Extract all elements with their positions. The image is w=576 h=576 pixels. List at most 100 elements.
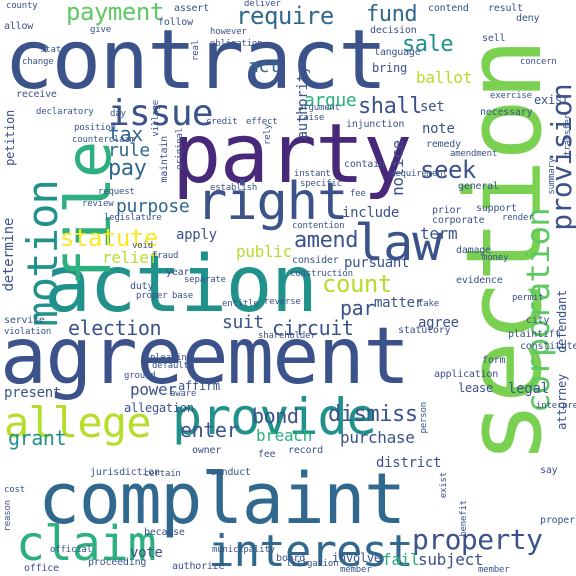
word-language: language <box>374 47 421 58</box>
word-aware: however <box>210 27 247 37</box>
word-district: district <box>376 455 442 471</box>
word-rule: rule <box>108 140 150 161</box>
word-tax: tax <box>108 122 143 146</box>
word-petition: petition <box>3 110 17 166</box>
word-legal: legal <box>508 381 549 397</box>
word-maintain: give <box>90 25 111 35</box>
word-fail: fail <box>382 550 420 569</box>
word-village: state <box>40 45 67 55</box>
word-instant: contention <box>292 221 345 231</box>
word-request: counterclaim <box>72 135 135 145</box>
word-general: summary <box>547 158 557 195</box>
word-notice: notice <box>388 140 407 196</box>
word-purpose: purpose <box>116 196 190 217</box>
word-interpretation: litigation <box>286 559 339 569</box>
word-record: record <box>288 445 323 456</box>
word-enter: enter <box>180 418 239 442</box>
word-fee: fee <box>258 449 276 460</box>
word-grant: grant <box>8 426 67 450</box>
word-exist: exist <box>534 93 569 107</box>
word-present: present <box>4 385 62 401</box>
word-set: set <box>420 99 445 115</box>
word-concern: permit <box>512 293 544 303</box>
word-circuit: circuit <box>272 316 354 340</box>
word-support: support <box>476 203 517 214</box>
word-specific: void <box>132 241 153 251</box>
word-effect: instant <box>294 169 331 179</box>
word-note: note <box>422 121 455 137</box>
word-counterclaim: real <box>191 40 201 61</box>
word-deliver: effect <box>246 117 278 127</box>
word-action: action <box>44 240 318 330</box>
word-bond: bond <box>252 404 299 428</box>
word-dismiss: dismiss <box>328 402 418 427</box>
word-provide: provide <box>172 388 377 446</box>
word-breach: breach <box>256 426 312 445</box>
word-determine: determine <box>1 218 17 292</box>
word-contend: contend <box>428 3 469 14</box>
word-public: public <box>236 242 292 261</box>
word-permit: properly <box>540 515 576 526</box>
word-subject: subject <box>418 550 484 569</box>
word-purchase: purchase <box>340 428 415 447</box>
word-void: entitle <box>222 299 259 309</box>
word-suit: suit <box>222 312 264 333</box>
word-claim: claim <box>16 516 157 572</box>
word-however: credit <box>206 117 238 127</box>
word-decision: decision <box>370 25 417 36</box>
word-require: require <box>236 2 334 30</box>
word-summary: necessary <box>480 107 533 118</box>
word-defendant: benefit <box>459 500 469 537</box>
word-corporate: corporate <box>432 215 485 226</box>
word-because: because <box>144 527 185 538</box>
word-jurisdiction: jurisdiction <box>90 467 160 478</box>
word-reverse: request <box>98 187 135 197</box>
word-obligation: rely <box>263 124 273 145</box>
word-agree: agree <box>418 315 459 331</box>
word-establish: maintain <box>159 136 170 183</box>
word-give: raise <box>298 113 325 123</box>
word-person: default <box>152 361 189 371</box>
word-deny: deny <box>516 13 540 24</box>
word-official: official <box>50 545 92 555</box>
word-consider: consider <box>292 255 339 266</box>
word-amend: amend <box>294 228 359 253</box>
word-land: declaratory <box>36 107 94 117</box>
word-application: transfer <box>563 114 573 156</box>
word-office: office <box>24 563 59 574</box>
word-plaintiff: exist <box>439 472 449 499</box>
word-sell: sell <box>482 33 506 44</box>
word-litigation: violation <box>4 327 52 337</box>
word-separate: base <box>172 291 193 301</box>
word-apply: apply <box>176 227 217 243</box>
word-base: review <box>82 199 114 209</box>
word-seek: seek <box>420 156 476 184</box>
word-proceeding: proceeding <box>88 557 147 568</box>
word-interest: interest <box>208 526 414 576</box>
word-contain: contain <box>344 159 385 170</box>
word-raise: render <box>502 213 534 223</box>
word-city: city <box>526 315 550 326</box>
word-ground: obligation <box>210 39 263 49</box>
word-change: concern <box>520 57 557 67</box>
word-motion: motion <box>18 180 67 327</box>
word-remedy: remedy <box>426 139 461 150</box>
word-exercise: money <box>482 253 509 263</box>
word-fraud: reverse <box>264 297 301 307</box>
word-pleading: deliver <box>244 0 281 9</box>
word-pursuant: pursuant <box>344 255 410 271</box>
word-rely: requirement <box>390 169 448 179</box>
word-assert: assert <box>174 3 209 14</box>
word-review: legislature <box>104 213 162 223</box>
word-bar: interpretation <box>536 401 576 411</box>
word-position: establish <box>210 183 258 193</box>
word-conduct: conduct <box>210 467 251 478</box>
word-evidence: member <box>340 565 372 575</box>
word-construction: aware <box>170 389 197 399</box>
word-original: day <box>110 109 126 119</box>
word-legislature: original <box>175 128 185 170</box>
word-allegation: allegation <box>124 401 194 415</box>
word-municipality: reason <box>3 500 13 532</box>
word-authorize: authorize <box>172 561 225 572</box>
